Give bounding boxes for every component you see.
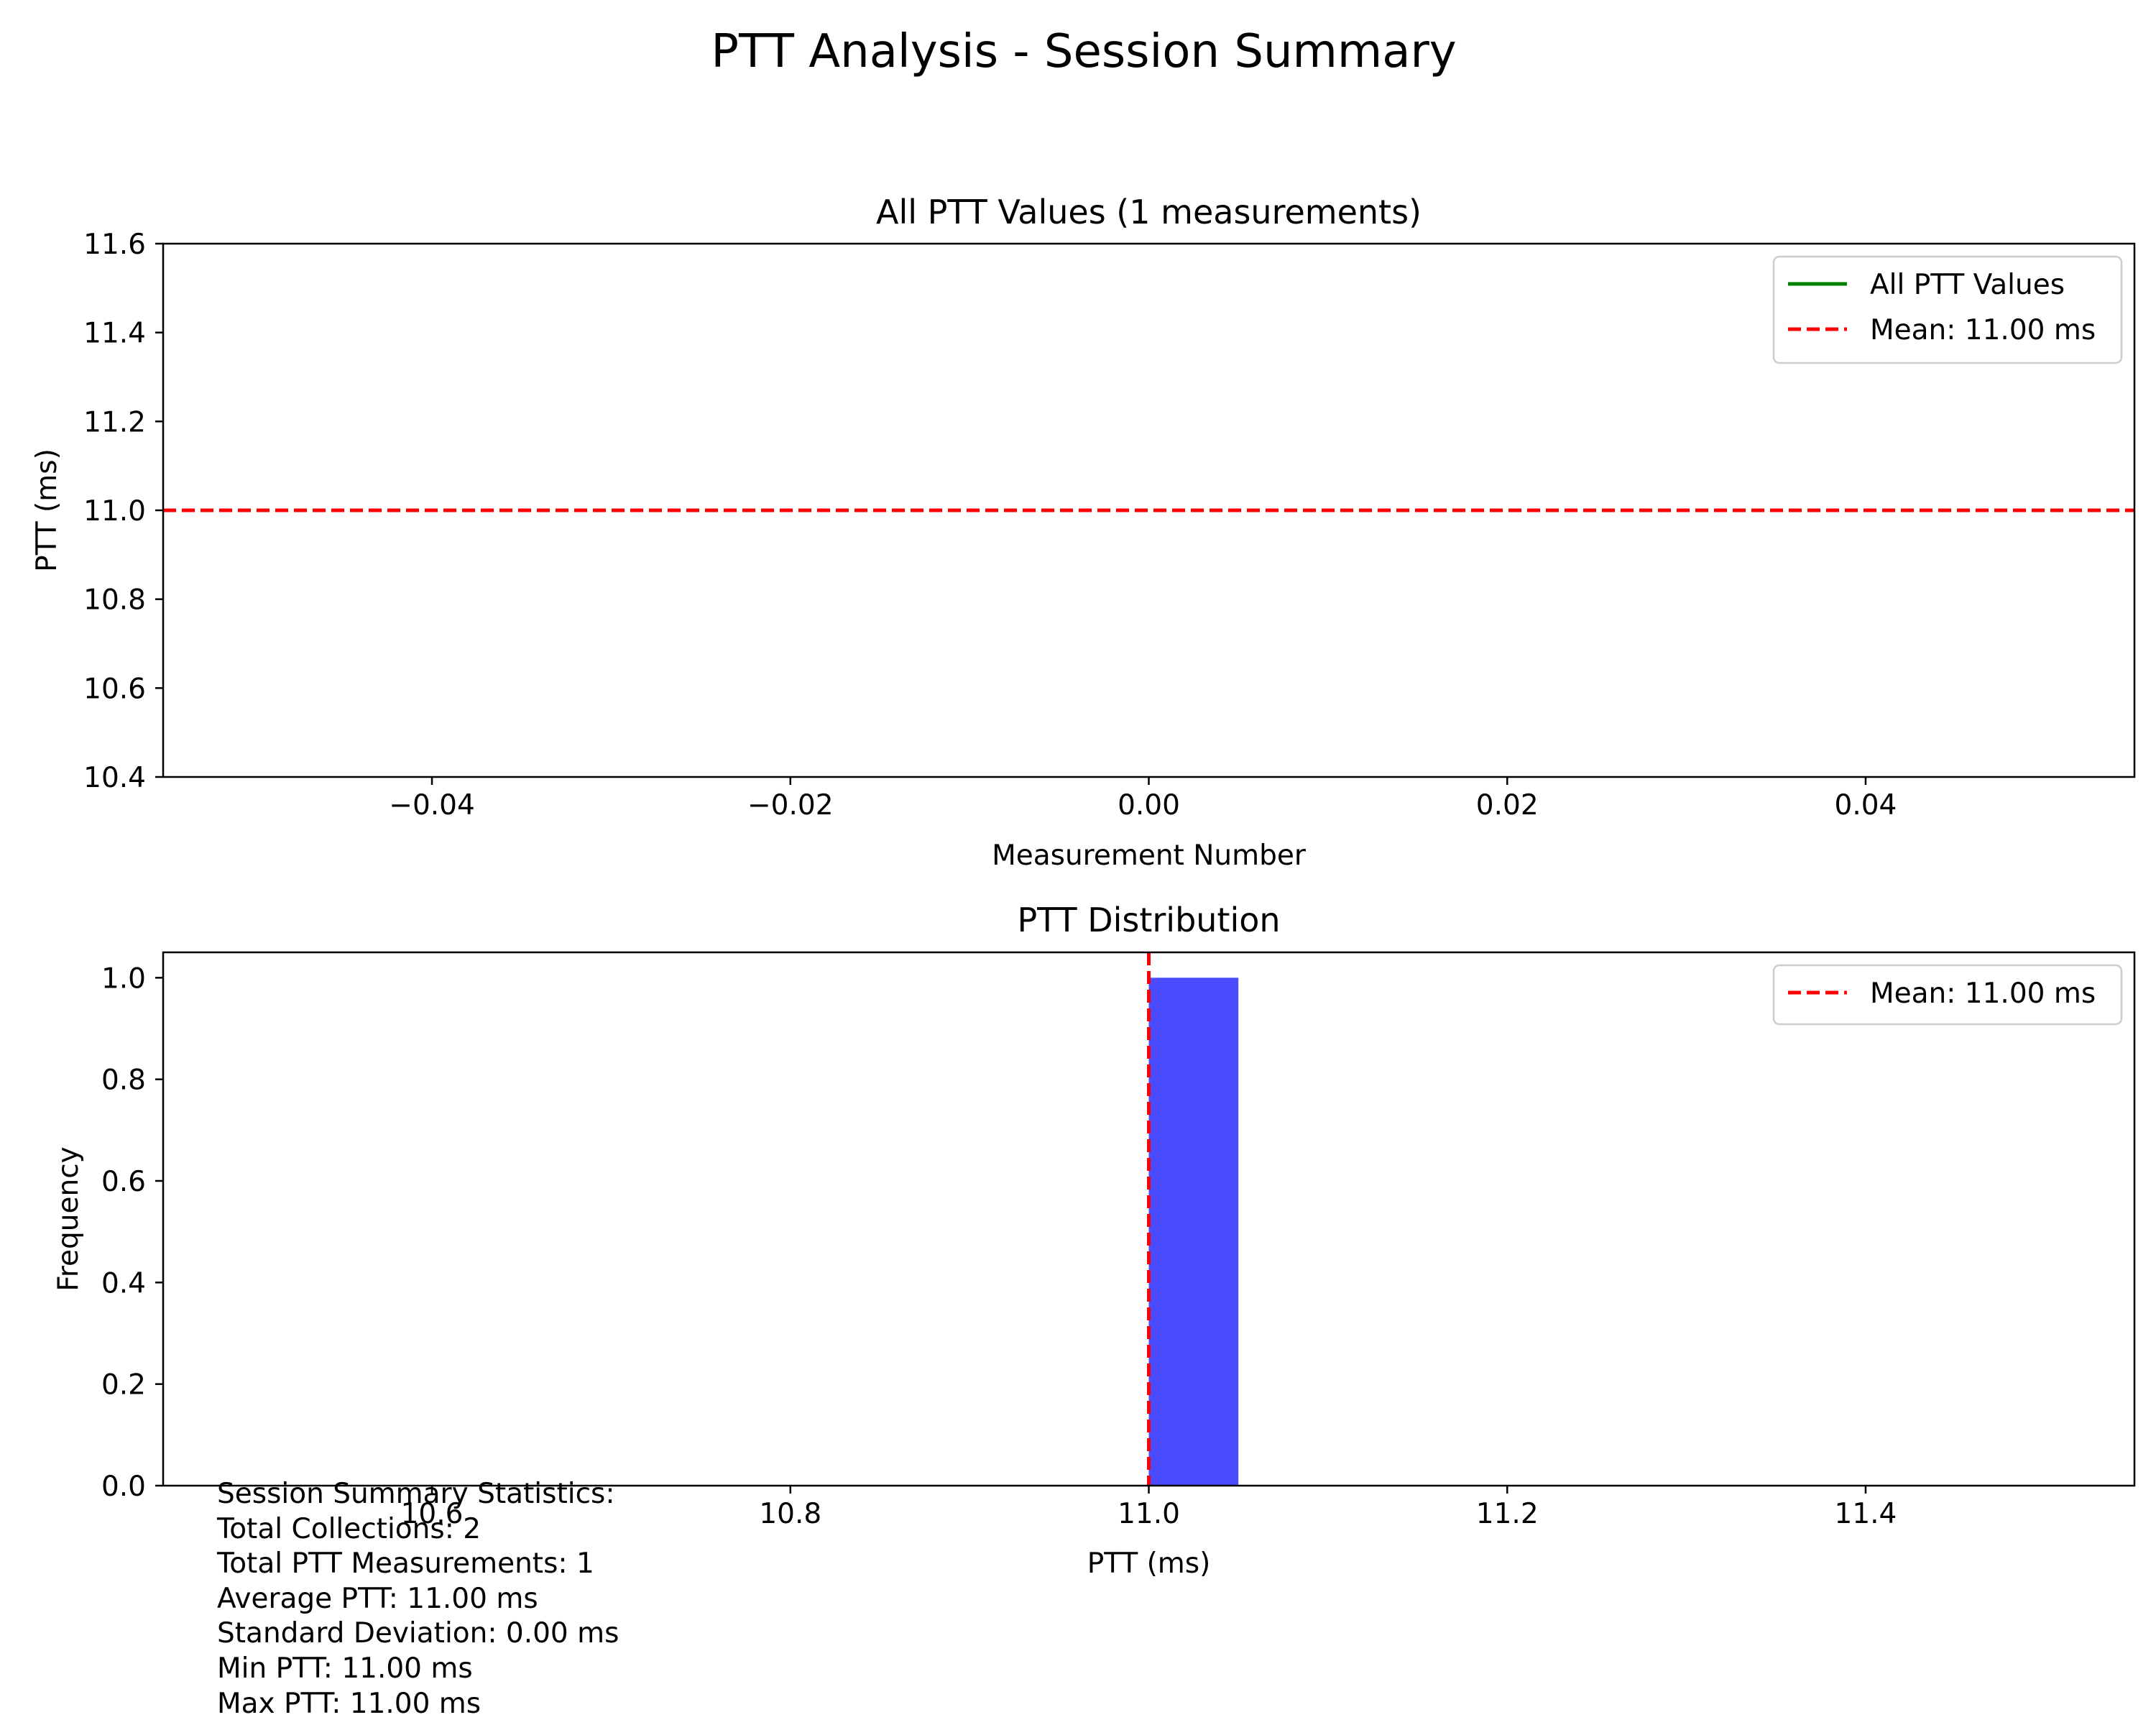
y-tick-label: 10.8 — [83, 584, 146, 617]
x-tick-label: 11.4 — [1835, 1498, 1897, 1530]
y-tick-label: 0.8 — [101, 1064, 146, 1097]
x-tick-label: 11.0 — [1118, 1498, 1180, 1530]
legend-entry-label: All PTT Values — [1870, 269, 2065, 301]
y-axis-label: PTT (ms) — [31, 448, 63, 572]
stats-line: Average PTT: 11.00 ms — [217, 1582, 538, 1615]
stats-line: Session Summary Statistics: — [217, 1478, 615, 1510]
chart-title: PTT Distribution — [1017, 901, 1280, 939]
legend: All PTT Values Mean: 11.00 ms — [1772, 255, 2123, 364]
x-tick-label: 11.2 — [1476, 1498, 1539, 1530]
x-tick-label: −0.02 — [747, 789, 834, 822]
plot-area — [1147, 952, 1239, 1486]
y-tick-label: 11.4 — [83, 318, 146, 350]
stats-line: Standard Deviation: 0.00 ms — [217, 1617, 619, 1650]
stats-line: Total Collections: 2 — [217, 1512, 482, 1545]
x-axis-label: PTT (ms) — [1087, 1547, 1211, 1580]
y-tick-label: 11.2 — [83, 406, 146, 438]
chart-title: All PTT Values (1 measurements) — [876, 193, 1422, 231]
y-tick-label: 0.4 — [101, 1267, 146, 1300]
x-tick-label: −0.04 — [389, 789, 475, 822]
y-axis-label: Frequency — [52, 1146, 85, 1291]
x-tick-label: 10.6 — [401, 1498, 464, 1530]
chart-ptt-distribution: 10.6 10.8 11.0 11.2 11.4 0.0 0.2 0.4 0.6 0.8 1.0 PT… — [52, 901, 2136, 1580]
stats-line: Total PTT Measurements: 1 — [217, 1547, 594, 1581]
x-axis-label: Measurement Number — [992, 840, 1307, 872]
y-tick-label: 11.0 — [83, 495, 146, 528]
x-tick-label: 0.00 — [1118, 789, 1180, 822]
legend-entry-label: Mean: 11.00 ms — [1870, 978, 2096, 1010]
y-tick-label: 0.0 — [101, 1471, 146, 1503]
legend-entry-label: Mean: 11.00 ms — [1870, 314, 2096, 346]
x-tick-label: 10.8 — [759, 1498, 821, 1530]
y-tick-label: 11.6 — [83, 229, 146, 261]
figure-title: PTT Analysis - Session Summary — [711, 25, 1456, 78]
y-tick-label: 1.0 — [101, 962, 146, 995]
histogram-bar-0 — [1148, 978, 1239, 1486]
y-tick-label: 10.4 — [83, 762, 146, 794]
y-tick-label: 0.6 — [101, 1166, 146, 1198]
y-tick-label: 10.6 — [83, 673, 146, 705]
y-tick-label: 0.2 — [101, 1369, 146, 1402]
x-tick-label: 0.02 — [1476, 789, 1539, 822]
session-summary-statistics: Session Summary Statistics: Total Collect… — [217, 1477, 619, 1721]
legend: Mean: 11.00 ms — [1772, 964, 2123, 1026]
stats-line: Min PTT: 11.00 ms — [217, 1652, 473, 1685]
chart-all-ptt-values: −0.04 −0.02 0.00 0.02 0.04 10.4 10.6 10.8 11.0 11… — [31, 193, 2136, 872]
x-tick-label: 0.04 — [1835, 789, 1897, 822]
stats-line: Max PTT: 11.00 ms — [217, 1687, 482, 1720]
